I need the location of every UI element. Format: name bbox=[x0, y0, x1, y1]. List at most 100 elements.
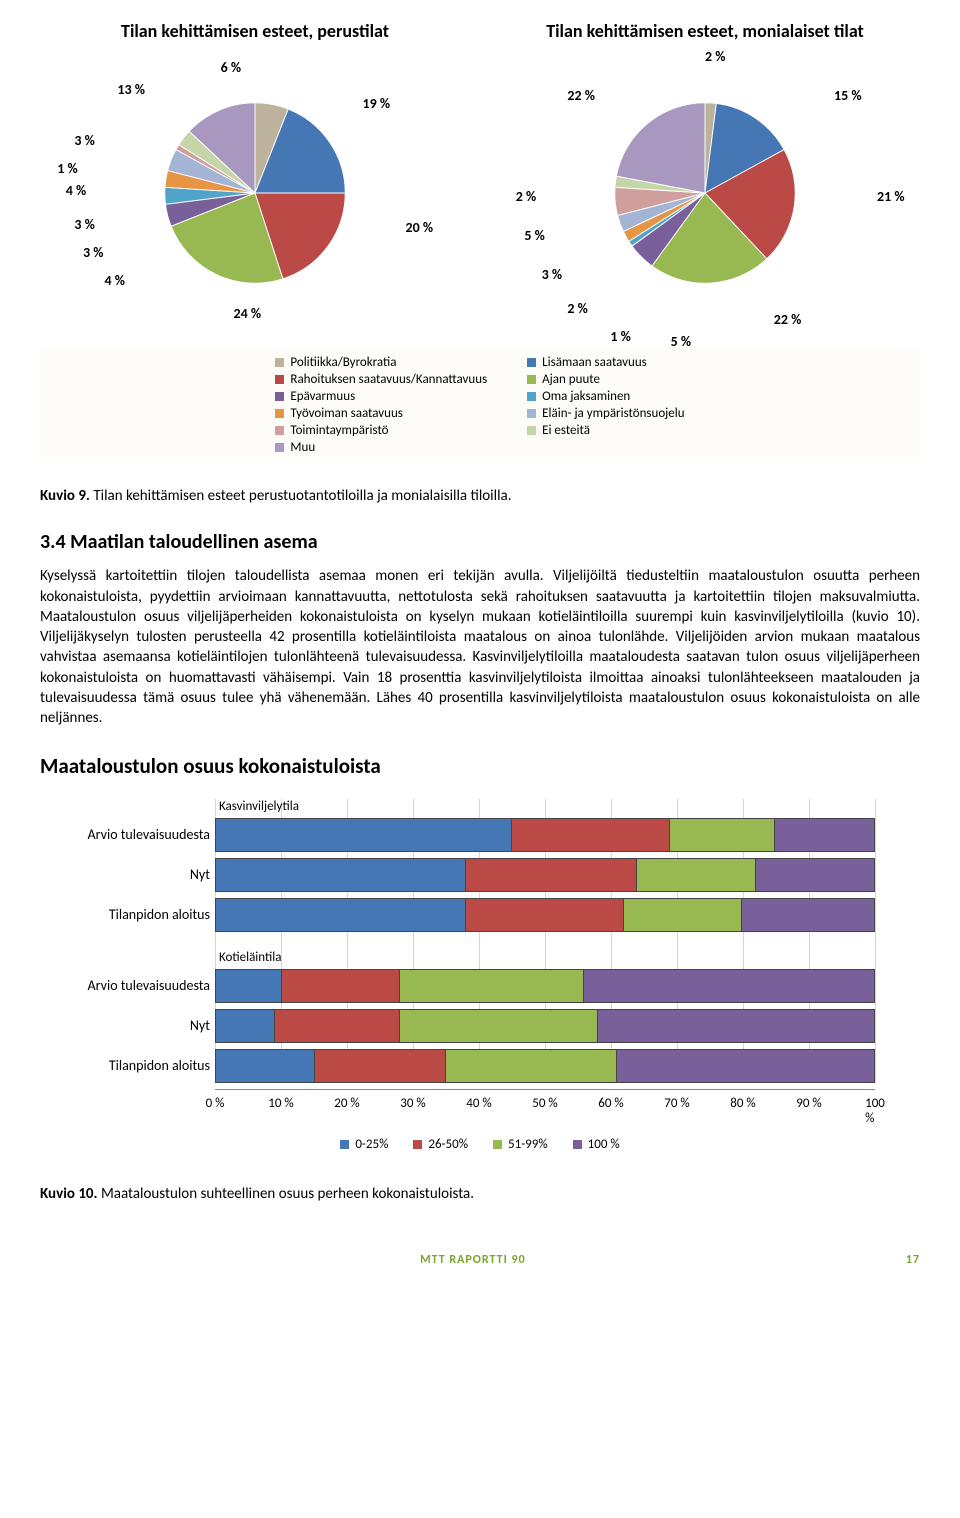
bar-legend: 0-25%26-50%51-99%100 % bbox=[40, 1129, 920, 1160]
bar-stack bbox=[215, 898, 875, 932]
section-heading: 3.4 Maatilan taloudellinen asema bbox=[40, 530, 920, 554]
legend-label: Ei esteitä bbox=[542, 423, 590, 438]
bar-segment bbox=[282, 970, 400, 1002]
legend-label: Eläin- ja ympäristönsuojelu bbox=[542, 406, 684, 421]
pie-label: 20 % bbox=[406, 219, 434, 236]
figure-9-caption: Kuvio 9. Tilan kehittämisen esteet perus… bbox=[40, 487, 920, 505]
pie-label: 2 % bbox=[567, 300, 587, 317]
pie-label: 3 % bbox=[83, 244, 103, 261]
legend-swatch bbox=[527, 409, 536, 418]
legend-label: Epävarmuus bbox=[290, 389, 355, 404]
legend-swatch bbox=[527, 392, 536, 401]
bar-segment bbox=[400, 970, 584, 1002]
bar-row: Nyt bbox=[215, 858, 875, 892]
bar-segment bbox=[775, 819, 874, 851]
bar-row: Tilanpidon aloitus bbox=[215, 898, 875, 932]
x-tick: 100 % bbox=[865, 1096, 885, 1126]
x-tick: 10 % bbox=[268, 1096, 293, 1111]
page-footer: MTT RAPORTTI 90 17 bbox=[40, 1253, 920, 1267]
bar-stack bbox=[215, 818, 875, 852]
legend-swatch bbox=[413, 1140, 422, 1149]
body-paragraph: Kyselyssä kartoitettiin tilojen taloudel… bbox=[40, 566, 920, 728]
legend-swatch bbox=[527, 375, 536, 384]
pie-label: 13 % bbox=[117, 81, 145, 98]
bar-segment bbox=[584, 970, 874, 1002]
bar-segment bbox=[756, 859, 874, 891]
pie-left-svg bbox=[160, 98, 350, 288]
bar-segment bbox=[216, 970, 282, 1002]
legend-col-left: Politiikka/ByrokratiaRahoituksen saatavu… bbox=[275, 353, 487, 457]
legend-swatch bbox=[275, 375, 284, 384]
pie-right-svg bbox=[610, 98, 800, 288]
bar-ylabel: Nyt bbox=[40, 1009, 210, 1043]
bar-group-label: Kotieläintila bbox=[219, 950, 875, 965]
bar-legend-item: 100 % bbox=[573, 1137, 620, 1152]
bar-ylabel: Tilanpidon aloitus bbox=[40, 898, 210, 932]
x-tick: 90 % bbox=[796, 1096, 821, 1111]
pie-label: 3 % bbox=[74, 216, 94, 233]
pie-label: 22 % bbox=[774, 311, 802, 328]
legend-item: Lisämaan saatavuus bbox=[527, 355, 684, 370]
bar-segment bbox=[400, 1010, 597, 1042]
x-tick: 70 % bbox=[664, 1096, 689, 1111]
x-tick: 40 % bbox=[466, 1096, 491, 1111]
pie-label: 15 % bbox=[834, 87, 862, 104]
legend-item: Toimintaympäristö bbox=[275, 423, 487, 438]
pie-left-block: Tilan kehittämisen esteet, perustilat 6 … bbox=[40, 20, 470, 333]
legend-item: Ei esteitä bbox=[527, 423, 684, 438]
pie-label: 24 % bbox=[234, 305, 262, 322]
legend-label: Ajan puute bbox=[542, 372, 600, 387]
legend-swatch bbox=[527, 358, 536, 367]
legend-swatch bbox=[573, 1140, 582, 1149]
bar-segment bbox=[617, 1050, 874, 1082]
bar-plot-area: KasvinviljelytilaArvio tulevaisuudestaNy… bbox=[215, 799, 875, 1083]
caption-bold: Kuvio 10. bbox=[40, 1185, 98, 1203]
pie-label: 2 % bbox=[705, 48, 725, 65]
bar-stack bbox=[215, 1049, 875, 1083]
caption-bold: Kuvio 9. bbox=[40, 487, 90, 505]
bar-stack bbox=[215, 969, 875, 1003]
pie-label: 22 % bbox=[567, 87, 595, 104]
bar-segment bbox=[216, 859, 466, 891]
bar-chart-title: Maataloustulon osuus kokonaistuloista bbox=[40, 753, 920, 779]
pie-label: 4 % bbox=[105, 272, 125, 289]
bar-segment bbox=[216, 1050, 315, 1082]
legend-label: 51-99% bbox=[508, 1137, 548, 1152]
bar-legend-item: 51-99% bbox=[493, 1137, 548, 1152]
pie-label: 5 % bbox=[671, 333, 691, 350]
legend-label: Rahoituksen saatavuus/Kannattavuus bbox=[290, 372, 487, 387]
legend-label: Toimintaympäristö bbox=[290, 423, 388, 438]
legend-item: Oma jaksaminen bbox=[527, 389, 684, 404]
caption-text: Maataloustulon suhteellinen osuus perhee… bbox=[98, 1185, 474, 1203]
legend-item: Työvoiman saatavuus bbox=[275, 406, 487, 421]
legend-swatch bbox=[275, 358, 284, 367]
legend-label: 26-50% bbox=[428, 1137, 468, 1152]
pie-label: 1 % bbox=[57, 160, 77, 177]
legend-col-right: Lisämaan saatavuus Ajan puute Oma jaksamin… bbox=[527, 353, 684, 457]
legend-swatch bbox=[275, 443, 284, 452]
legend-swatch bbox=[527, 426, 536, 435]
legend-item: Muu bbox=[275, 440, 487, 455]
bar-chart: Kasvinviljelytila Arvio tulevaisuudesta Ny… bbox=[40, 799, 920, 1083]
bar-segment bbox=[598, 1010, 874, 1042]
bar-x-axis: 0 %10 %20 %30 %40 %50 %60 %70 %80 %90 %1… bbox=[215, 1089, 875, 1124]
x-tick: 20 % bbox=[334, 1096, 359, 1111]
pie-label: 5 % bbox=[524, 227, 544, 244]
caption-text: Tilan kehittämisen esteet perustuotantot… bbox=[90, 487, 512, 505]
bar-segment bbox=[466, 859, 637, 891]
bar-stack bbox=[215, 1009, 875, 1043]
footer-page-num: 17 bbox=[906, 1253, 920, 1267]
x-tick: 50 % bbox=[532, 1096, 557, 1111]
legend-item: Rahoituksen saatavuus/Kannattavuus bbox=[275, 372, 487, 387]
legend-swatch bbox=[275, 409, 284, 418]
legend-label: Työvoiman saatavuus bbox=[290, 406, 403, 421]
bar-ylabel: Nyt bbox=[40, 858, 210, 892]
legend-swatch bbox=[275, 392, 284, 401]
bar-stack bbox=[215, 858, 875, 892]
figure-10-caption: Kuvio 10. Maataloustulon suhteellinen os… bbox=[40, 1185, 920, 1203]
legend-swatch bbox=[493, 1140, 502, 1149]
pie-label: 1 % bbox=[610, 328, 630, 345]
bar-ylabel: Arvio tulevaisuudesta bbox=[40, 969, 210, 1003]
legend-item: Epävarmuus bbox=[275, 389, 487, 404]
bar-group-label: Kasvinviljelytila bbox=[219, 799, 875, 814]
